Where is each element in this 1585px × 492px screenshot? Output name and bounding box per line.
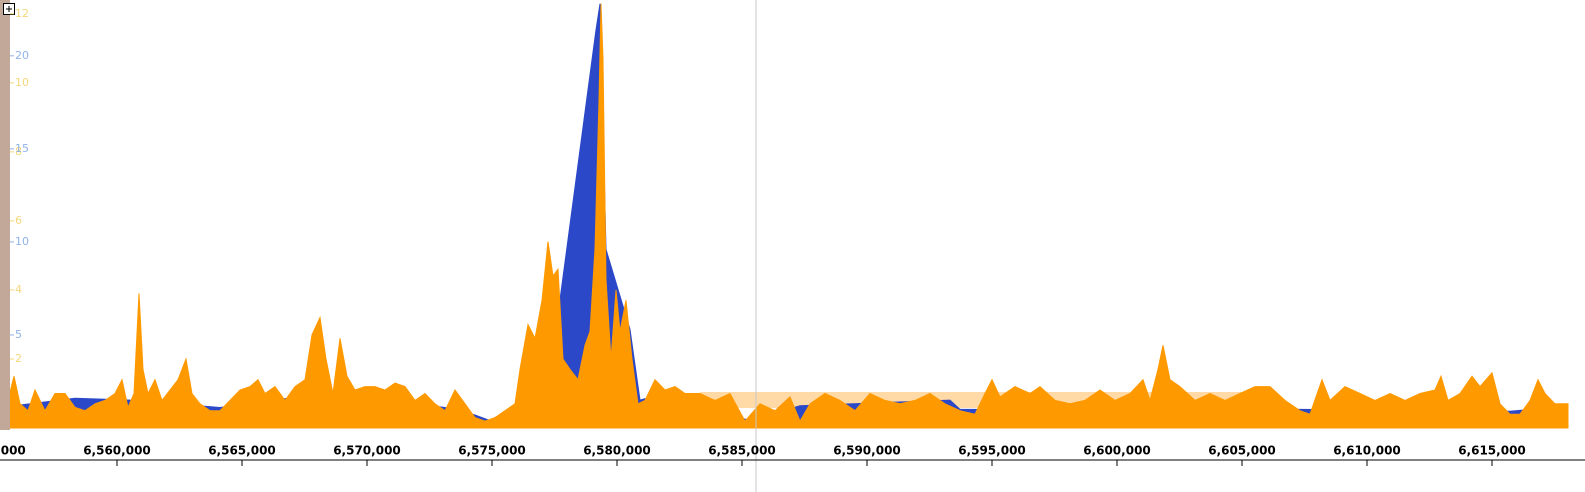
y-tick-label: 6 <box>15 214 22 227</box>
expand-button[interactable] <box>3 3 15 15</box>
y2-tick-label: 15 <box>15 142 29 155</box>
x-tick-label: 6,600,000 <box>1083 444 1151 458</box>
y-tick-label: 12 <box>15 7 29 20</box>
x-tick-label: 6,575,000 <box>458 444 526 458</box>
x-tick-label: 6,605,000 <box>1208 444 1276 458</box>
x-tick-label: 6,555,000 <box>0 444 26 458</box>
x-tick-label: 6,610,000 <box>1333 444 1401 458</box>
y-tick-label: 8 <box>15 145 22 158</box>
y-tick-label: 4 <box>15 283 22 296</box>
y2-tick-label: 20 <box>15 49 29 62</box>
y-tick-label: 2 <box>15 352 22 365</box>
track-handle <box>0 0 10 430</box>
x-tick-label: 6,565,000 <box>208 444 276 458</box>
x-tick-label: 6,595,000 <box>958 444 1026 458</box>
area <box>0 3 1569 429</box>
x-tick-label: 6,615,000 <box>1458 444 1526 458</box>
x-tick-label: 6,590,000 <box>833 444 901 458</box>
x-tick-label: 6,580,000 <box>583 444 651 458</box>
x-tick-label: 6,585,000 <box>708 444 776 458</box>
x-tick-label: 6,560,000 <box>83 444 151 458</box>
x-tick-label: 6,570,000 <box>333 444 401 458</box>
plot <box>0 3 1569 429</box>
y-tick-label: 10 <box>15 76 29 89</box>
y2-tick-label: 5 <box>15 328 22 341</box>
y2-tick-label: 10 <box>15 235 29 248</box>
